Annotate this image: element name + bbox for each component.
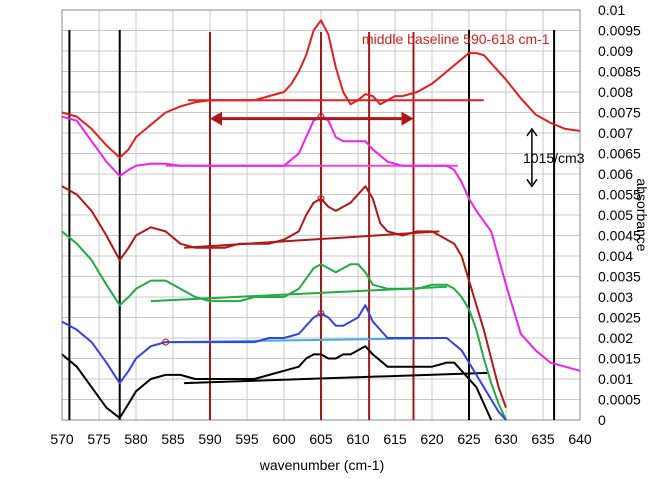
offset-arrowhead-bottom (526, 178, 538, 188)
y-tick-label: 0.008 (598, 84, 633, 100)
y-tick-label: 0 (598, 412, 606, 428)
x-tick-label: 570 (50, 431, 74, 447)
arrows (210, 111, 538, 188)
y-tick-label: 0.003 (598, 289, 633, 305)
peak-markers (162, 113, 325, 346)
x-tick-label: 595 (235, 431, 259, 447)
peak-marker (162, 338, 170, 346)
y-tick-label: 0.0095 (598, 23, 641, 39)
x-tick-label: 605 (309, 431, 333, 447)
x-tick-label: 600 (272, 431, 296, 447)
x-tick-label: 620 (420, 431, 444, 447)
x-tick-label: 625 (457, 431, 481, 447)
peak-marker (317, 195, 325, 203)
baseline-black (184, 371, 488, 385)
y-tick-label: 0.0075 (598, 105, 641, 121)
y-tick-label: 0.0045 (598, 228, 641, 244)
y-tick-label: 0.007 (598, 125, 633, 141)
y-tick-label: 0.002 (598, 330, 633, 346)
y-tick-label: 0.01 (598, 2, 625, 18)
series-lines (61, 19, 581, 421)
y-tick-labels: 0 0.0005 0.001 0.0015 0.002 0.0025 0.003 0.0035… (598, 2, 641, 428)
x-tick-label: 585 (161, 431, 185, 447)
series-darkred (61, 185, 507, 409)
y-tick-label: 0.0085 (598, 64, 641, 80)
x-tick-label: 640 (568, 431, 592, 447)
series-green (61, 230, 507, 421)
x-tick-label: 575 (87, 431, 111, 447)
y-axis-label: absorbance (634, 178, 650, 251)
y-tick-label: 0.0015 (598, 351, 641, 367)
y-tick-label: 0.0035 (598, 269, 641, 285)
baseline-arrowhead-right (401, 111, 414, 126)
y-tick-label: 0.005 (598, 207, 633, 223)
y-tick-label: 0.0025 (598, 310, 641, 326)
x-axis-label: wavenumber (cm-1) (259, 457, 384, 473)
y-tick-label: 0.009 (598, 43, 633, 59)
y-tick-label: 0.004 (598, 248, 633, 264)
series-magenta (61, 115, 581, 372)
y-tick-label: 0.0065 (598, 146, 641, 162)
vertical-marker-lines (68, 30, 556, 420)
x-tick-label: 580 (124, 431, 148, 447)
y-tick-label: 0.0005 (598, 392, 641, 408)
baseline-annotation: middle baseline 590-618 cm-1 (362, 31, 550, 47)
y-tick-label: 0.0055 (598, 187, 641, 203)
x-tick-label: 630 (494, 431, 518, 447)
offset-arrowhead-top (526, 127, 538, 137)
offset-annotation: 1015/cm3 (523, 150, 585, 166)
baseline-arrowhead-left (210, 111, 222, 126)
peak-marker (317, 309, 325, 317)
x-tick-label: 635 (531, 431, 555, 447)
series-red (61, 19, 581, 159)
x-tick-label: 590 (198, 431, 222, 447)
series-black (61, 345, 493, 421)
series-blue (61, 304, 507, 421)
x-tick-label: 615 (383, 431, 407, 447)
x-tick-label: 610 (346, 431, 370, 447)
x-tick-labels: 570 575 580 585 590 595 600 605 610 615 620 625 630 6… (50, 431, 592, 447)
y-tick-label: 0.001 (598, 371, 633, 387)
y-tick-label: 0.006 (598, 166, 633, 182)
